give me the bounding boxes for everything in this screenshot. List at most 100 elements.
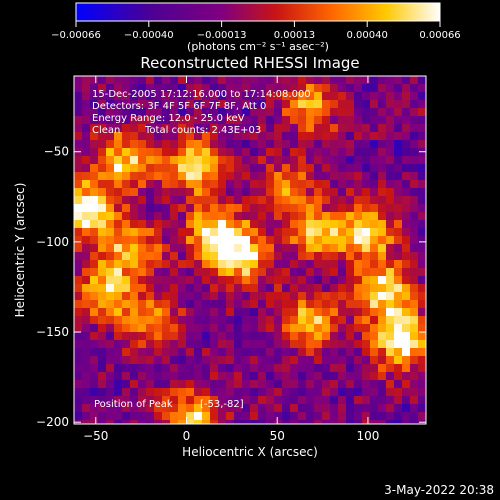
- heatmap-cell: [266, 92, 274, 100]
- heatmap-cell: [378, 116, 386, 124]
- heatmap-cell: [410, 244, 418, 252]
- heatmap-cell: [402, 108, 410, 116]
- heatmap-cell: [194, 164, 202, 172]
- heatmap-cell: [298, 412, 306, 420]
- heatmap-cell: [330, 348, 338, 356]
- heatmap-cell: [186, 404, 194, 412]
- heatmap-cell: [162, 116, 170, 124]
- heatmap-cell: [82, 300, 90, 308]
- heatmap-cell: [234, 236, 242, 244]
- heatmap-cell: [290, 324, 298, 332]
- heatmap-cell: [194, 140, 202, 148]
- heatmap-cell: [114, 108, 122, 116]
- heatmap-cell: [170, 132, 178, 140]
- heatmap-cell: [154, 348, 162, 356]
- heatmap-cell: [410, 108, 418, 116]
- heatmap-cell: [330, 396, 338, 404]
- heatmap-cell: [346, 356, 354, 364]
- heatmap-cell: [418, 404, 426, 412]
- heatmap-cell: [202, 412, 210, 420]
- heatmap-cell: [210, 348, 218, 356]
- heatmap-cell: [386, 420, 394, 424]
- heatmap-cell: [146, 308, 154, 316]
- heatmap-cell: [274, 268, 282, 276]
- heatmap-cell: [402, 396, 410, 404]
- heatmap-cell: [290, 380, 298, 388]
- heatmap-cell: [298, 156, 306, 164]
- heatmap-cell: [130, 348, 138, 356]
- heatmap-cell: [410, 220, 418, 228]
- heatmap-cell: [346, 100, 354, 108]
- heatmap-cell: [354, 364, 362, 372]
- heatmap-cell: [322, 284, 330, 292]
- heatmap-cell: [98, 404, 106, 412]
- heatmap-cell: [386, 84, 394, 92]
- heatmap-cell: [210, 76, 218, 84]
- heatmap-cell: [202, 100, 210, 108]
- heatmap-cell: [226, 324, 234, 332]
- heatmap-cell: [346, 244, 354, 252]
- heatmap-cell: [282, 108, 290, 116]
- heatmap-cell: [370, 180, 378, 188]
- heatmap-cell: [274, 316, 282, 324]
- heatmap-cell: [410, 260, 418, 268]
- heatmap-cell: [394, 244, 402, 252]
- heatmap-cell: [362, 412, 370, 420]
- heatmap-cell: [274, 356, 282, 364]
- heatmap-cell: [74, 364, 82, 372]
- heatmap-cell: [90, 388, 98, 396]
- heatmap-cell: [298, 260, 306, 268]
- heatmap-cell: [146, 292, 154, 300]
- heatmap-cell: [298, 300, 306, 308]
- heatmap-cell: [378, 228, 386, 236]
- heatmap-cell: [402, 228, 410, 236]
- heatmap-cell: [322, 92, 330, 100]
- heatmap-cell: [138, 100, 146, 108]
- heatmap-cell: [274, 348, 282, 356]
- heatmap-cell: [154, 412, 162, 420]
- heatmap-cell: [418, 132, 426, 140]
- heatmap-cell: [338, 156, 346, 164]
- heatmap-cell: [410, 396, 418, 404]
- heatmap-cell: [314, 292, 322, 300]
- heatmap-cell: [194, 84, 202, 92]
- heatmap-cell: [274, 188, 282, 196]
- heatmap-cell: [242, 204, 250, 212]
- heatmap-cell: [226, 244, 234, 252]
- heatmap-cell: [290, 84, 298, 92]
- heatmap-cell: [378, 308, 386, 316]
- annotation-time-range: 15-Dec-2005 17:12:16.000 to 17:14:08.000: [92, 89, 311, 100]
- heatmap-cell: [386, 308, 394, 316]
- heatmap-cell: [402, 404, 410, 412]
- heatmap-cell: [154, 116, 162, 124]
- heatmap-cell: [386, 156, 394, 164]
- heatmap-cell: [210, 284, 218, 292]
- heatmap-cell: [322, 404, 330, 412]
- heatmap-cell: [418, 348, 426, 356]
- heatmap-cell: [114, 260, 122, 268]
- heatmap-cell: [122, 204, 130, 212]
- heatmap-cell: [154, 332, 162, 340]
- heatmap-cell: [282, 156, 290, 164]
- heatmap-cell: [138, 348, 146, 356]
- y-tick-label: −50: [44, 145, 69, 159]
- heatmap-cell: [298, 100, 306, 108]
- heatmap-cell: [98, 140, 106, 148]
- heatmap-cell: [298, 92, 306, 100]
- heatmap-cell: [266, 148, 274, 156]
- heatmap-cell: [306, 188, 314, 196]
- heatmap-cell: [418, 284, 426, 292]
- heatmap-cell: [314, 372, 322, 380]
- heatmap-cell: [362, 340, 370, 348]
- heatmap-cell: [386, 124, 394, 132]
- heatmap-cell: [298, 132, 306, 140]
- heatmap-cell: [130, 268, 138, 276]
- heatmap-cell: [346, 388, 354, 396]
- heatmap-cell: [194, 236, 202, 244]
- heatmap-cell: [130, 220, 138, 228]
- heatmap-cell: [418, 396, 426, 404]
- heatmap-cell: [274, 124, 282, 132]
- heatmap-cell: [226, 108, 234, 116]
- heatmap-cell: [394, 180, 402, 188]
- heatmap-cell: [266, 324, 274, 332]
